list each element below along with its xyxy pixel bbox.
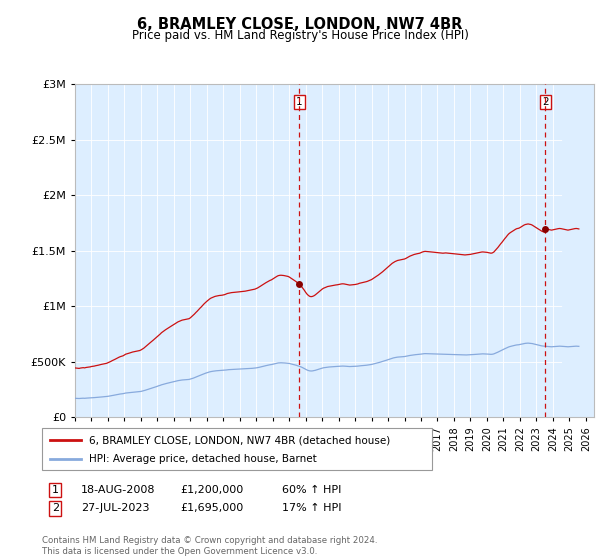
Text: 17% ↑ HPI: 17% ↑ HPI [282, 503, 341, 514]
Text: 1: 1 [52, 485, 59, 495]
Text: £1,695,000: £1,695,000 [180, 503, 243, 514]
Text: 2: 2 [52, 503, 59, 514]
Text: HPI: Average price, detached house, Barnet: HPI: Average price, detached house, Barn… [89, 454, 317, 464]
Text: 6, BRAMLEY CLOSE, LONDON, NW7 4BR (detached house): 6, BRAMLEY CLOSE, LONDON, NW7 4BR (detac… [89, 435, 390, 445]
Text: Contains HM Land Registry data © Crown copyright and database right 2024.
This d: Contains HM Land Registry data © Crown c… [42, 536, 377, 556]
Text: 6, BRAMLEY CLOSE, LONDON, NW7 4BR: 6, BRAMLEY CLOSE, LONDON, NW7 4BR [137, 17, 463, 32]
Text: 18-AUG-2008: 18-AUG-2008 [81, 485, 155, 495]
Bar [562, 84, 594, 417]
Text: 60% ↑ HPI: 60% ↑ HPI [282, 485, 341, 495]
Text: 2: 2 [542, 97, 549, 108]
Text: 27-JUL-2023: 27-JUL-2023 [81, 503, 149, 514]
Text: £1,200,000: £1,200,000 [180, 485, 243, 495]
Text: Price paid vs. HM Land Registry's House Price Index (HPI): Price paid vs. HM Land Registry's House … [131, 29, 469, 42]
Text: 1: 1 [296, 97, 303, 108]
